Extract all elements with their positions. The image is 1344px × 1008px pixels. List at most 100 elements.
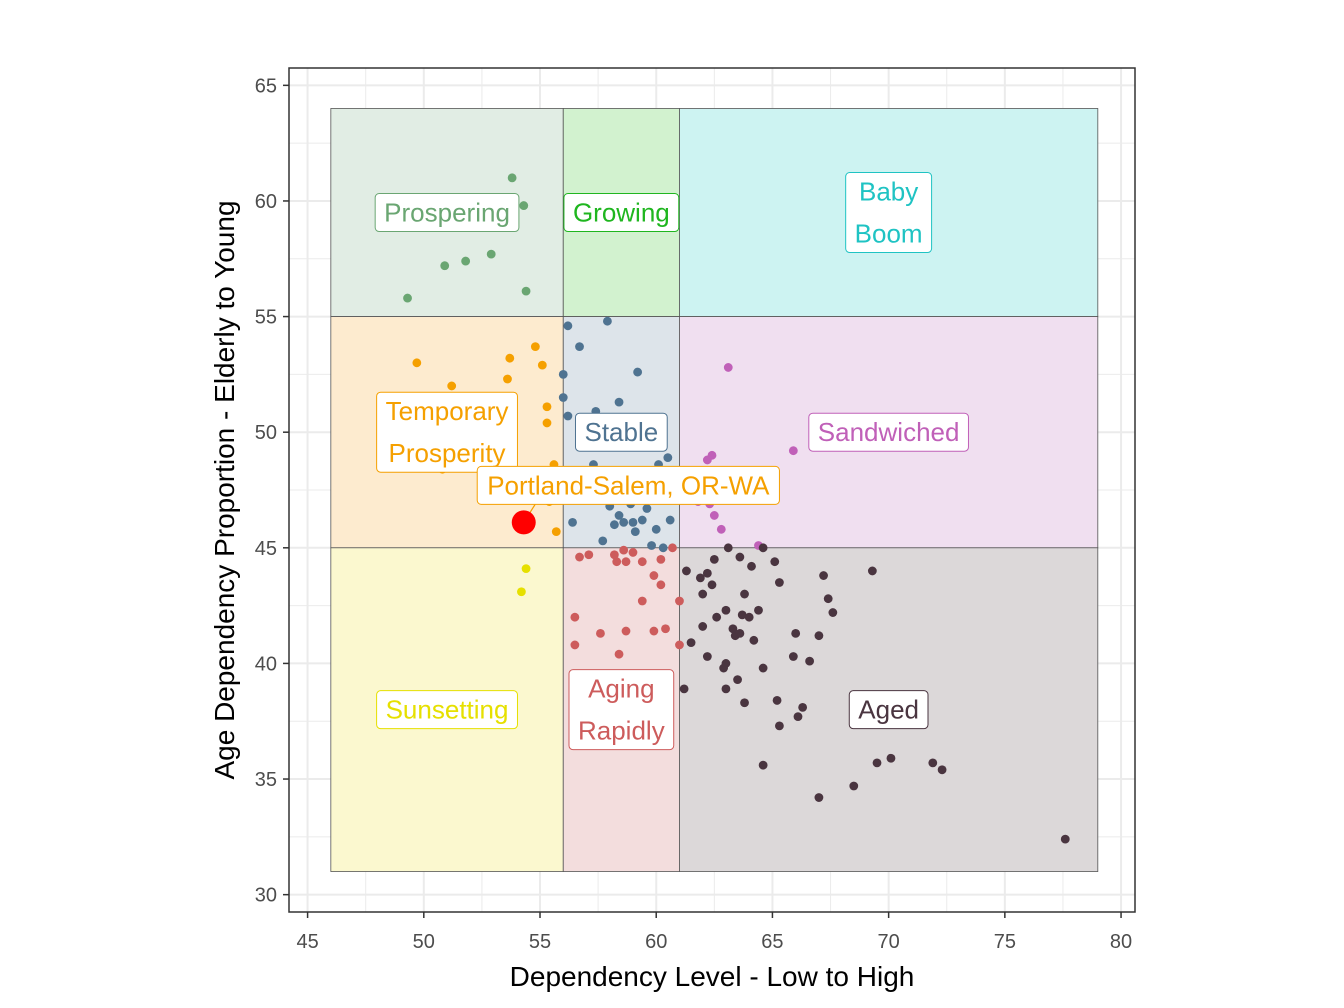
region-label-aging-rapidly: Aging Rapidly xyxy=(568,669,675,751)
data-point xyxy=(584,550,594,560)
data-point xyxy=(709,511,719,520)
data-point xyxy=(661,624,670,634)
label-box xyxy=(574,412,668,452)
region-label-text: Sunsetting xyxy=(386,695,509,725)
data-point xyxy=(737,610,747,620)
data-point xyxy=(517,587,526,597)
data-point xyxy=(814,793,824,802)
data-point xyxy=(740,589,749,599)
data-point xyxy=(505,353,515,363)
y-tick-label: 40 xyxy=(255,653,277,675)
data-point xyxy=(695,573,705,583)
data-point xyxy=(740,698,749,708)
y-tick-label: 65 xyxy=(255,75,277,97)
label-box xyxy=(808,412,969,452)
x-tick-label: 50 xyxy=(413,931,435,953)
data-point xyxy=(793,712,803,722)
data-point xyxy=(633,367,643,377)
data-point xyxy=(668,543,677,553)
data-point xyxy=(758,543,768,553)
region-label-text: Prospering xyxy=(384,198,510,228)
data-point xyxy=(719,663,729,673)
y-tick-label: 45 xyxy=(255,538,277,560)
regions-layer xyxy=(330,108,1099,872)
region-labels-layer: Prospering Growing Baby Boom Temporary Prospe… xyxy=(374,172,969,751)
region-label-baby-boom: Baby Boom xyxy=(845,172,933,254)
data-point xyxy=(596,628,605,638)
highlight-label-text: Portland-Salem, OR-WA xyxy=(487,470,770,500)
data-point xyxy=(637,557,647,567)
region-label-text: Rapidly xyxy=(578,716,665,746)
data-point xyxy=(530,342,540,352)
data-point xyxy=(621,626,631,636)
data-point xyxy=(798,702,808,712)
data-point xyxy=(619,517,629,527)
data-point xyxy=(649,626,659,636)
data-point xyxy=(649,571,659,580)
data-point xyxy=(775,578,784,587)
region-label-sandwiched: Sandwiched xyxy=(808,412,969,452)
region-label-text: Baby xyxy=(859,177,918,207)
data-point xyxy=(814,631,824,641)
y-tick-label: 50 xyxy=(255,422,277,444)
region-label-text: Stable xyxy=(584,417,658,447)
data-point xyxy=(735,628,745,638)
y-axis-title: Age Dependency Proportion - Elderly to Y… xyxy=(209,200,240,779)
data-point xyxy=(828,608,838,617)
data-point xyxy=(819,571,828,580)
data-point xyxy=(609,550,619,560)
data-point xyxy=(788,652,798,661)
data-point xyxy=(754,605,763,615)
data-point xyxy=(521,564,531,574)
data-point xyxy=(403,293,412,303)
region-label-temporary-prosperity: Temporary Prosperity xyxy=(376,391,518,473)
data-point xyxy=(886,753,896,763)
data-point xyxy=(712,612,722,622)
data-point xyxy=(558,393,568,402)
data-point xyxy=(928,758,938,768)
data-point xyxy=(770,557,780,567)
data-point xyxy=(702,652,712,661)
data-point xyxy=(675,640,684,650)
data-point xyxy=(872,758,882,768)
data-point xyxy=(447,381,457,391)
data-point xyxy=(612,557,622,567)
region-label-text: Growing xyxy=(573,198,670,228)
region-label-text: Prosperity xyxy=(389,438,506,468)
data-point xyxy=(723,543,733,553)
y-tick-label: 55 xyxy=(255,307,277,329)
data-point xyxy=(570,640,580,650)
data-point xyxy=(1060,834,1070,844)
data-point xyxy=(637,596,647,606)
data-point xyxy=(656,554,666,564)
y-tick-label: 35 xyxy=(255,769,277,791)
data-point xyxy=(758,663,768,673)
data-point xyxy=(788,446,798,456)
x-tick-label: 55 xyxy=(529,931,551,953)
data-point xyxy=(937,765,947,775)
data-point xyxy=(628,548,638,557)
data-point xyxy=(733,675,742,685)
region-label-sunsetting: Sunsetting xyxy=(376,690,518,730)
x-tick-label: 65 xyxy=(761,931,783,953)
data-point xyxy=(675,596,684,606)
data-point xyxy=(598,536,608,546)
data-point xyxy=(575,342,584,352)
data-point xyxy=(621,557,631,567)
label-box xyxy=(568,669,675,751)
x-tick-label: 45 xyxy=(296,931,318,953)
data-point xyxy=(568,517,577,527)
data-point xyxy=(412,358,422,368)
region-label-text: Boom xyxy=(855,219,923,249)
data-point xyxy=(686,638,696,648)
data-point xyxy=(707,450,717,460)
data-point xyxy=(698,589,708,599)
data-point xyxy=(503,374,512,384)
label-box xyxy=(563,193,680,233)
data-point xyxy=(709,554,719,564)
data-point xyxy=(849,781,859,791)
data-point xyxy=(642,504,652,513)
label-box xyxy=(376,690,518,730)
data-point xyxy=(728,624,738,634)
